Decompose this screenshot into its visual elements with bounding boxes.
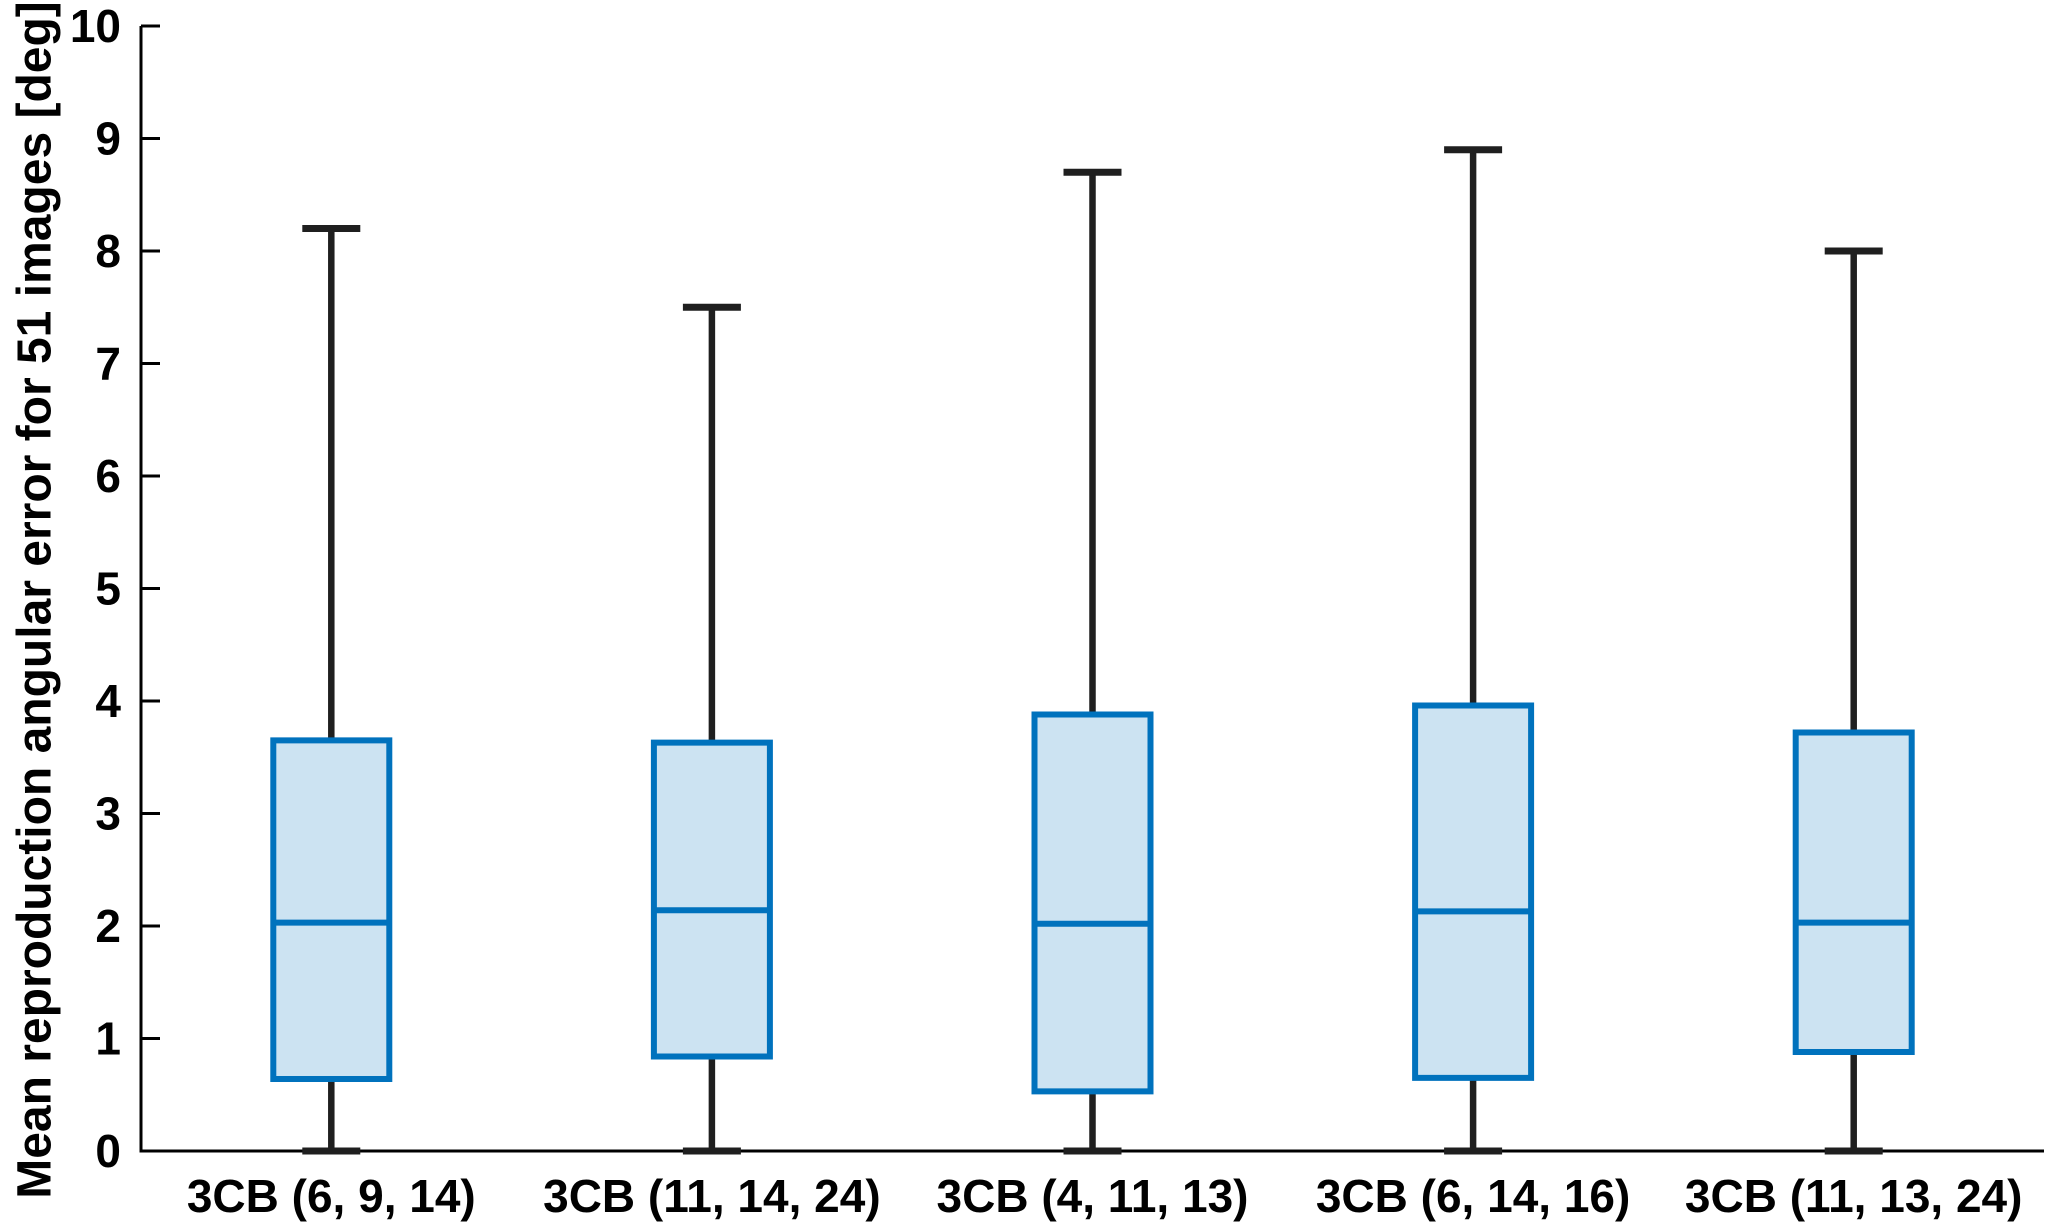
y-tick-label: 7 xyxy=(95,338,121,390)
x-category-label: 3CB (11, 13, 24) xyxy=(1685,1170,2023,1222)
x-category-label: 3CB (6, 14, 16) xyxy=(1316,1170,1630,1222)
y-tick-label: 4 xyxy=(95,675,121,727)
y-tick-label: 9 xyxy=(95,113,121,165)
y-tick-label: 2 xyxy=(95,900,121,952)
y-tick-label: 0 xyxy=(95,1125,121,1177)
box-rect xyxy=(1792,729,1915,1055)
box-rect xyxy=(1031,711,1154,1095)
box-rect xyxy=(650,739,773,1060)
x-category-label: 3CB (6, 9, 14) xyxy=(187,1170,476,1222)
y-tick-label: 6 xyxy=(95,450,121,502)
x-category-label: 3CB (4, 11, 13) xyxy=(937,1170,1249,1222)
box-rect xyxy=(1412,702,1535,1081)
y-tick-label: 10 xyxy=(70,0,121,52)
y-tick-label: 5 xyxy=(95,563,121,615)
box-rect xyxy=(270,737,393,1082)
y-tick-label: 1 xyxy=(95,1013,121,1065)
x-category-label: 3CB (11, 14, 24) xyxy=(543,1170,881,1222)
y-tick-label: 3 xyxy=(95,788,121,840)
y-tick-label: 8 xyxy=(95,225,121,277)
